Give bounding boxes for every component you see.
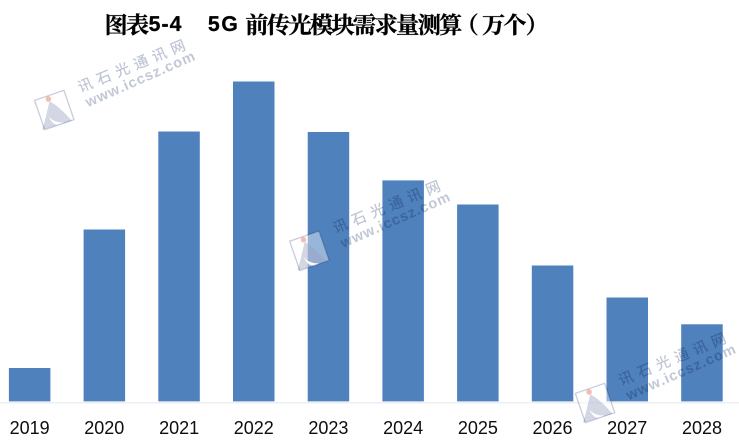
svg-text:2021: 2021 — [159, 418, 199, 438]
svg-text:2020: 2020 — [84, 418, 124, 438]
svg-text:2027: 2027 — [607, 418, 647, 438]
svg-text:2023: 2023 — [308, 418, 348, 438]
svg-text:2025: 2025 — [458, 418, 498, 438]
svg-text:2022: 2022 — [234, 418, 274, 438]
svg-text:2019: 2019 — [10, 418, 50, 438]
svg-text:2024: 2024 — [383, 418, 423, 438]
svg-text:2028: 2028 — [682, 418, 722, 438]
svg-text:2026: 2026 — [532, 418, 572, 438]
